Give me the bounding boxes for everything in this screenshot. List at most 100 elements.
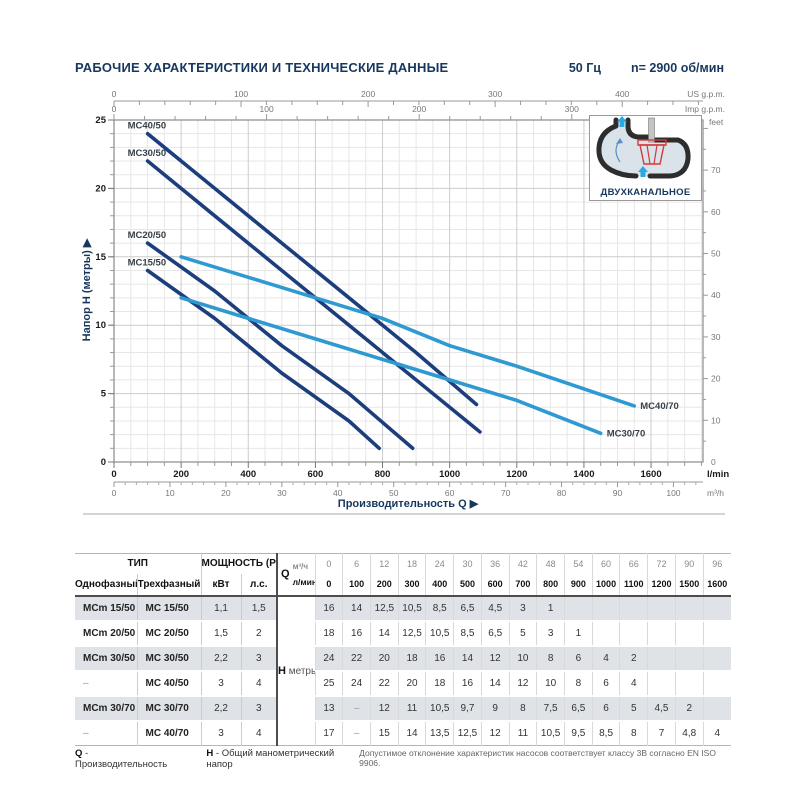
technical-data-table: ТИП МОЩНОСТЬ (P2) Q м³/ч л/мин 0 6 12 18 24 3…	[75, 553, 731, 746]
head-value: 6	[591, 694, 620, 721]
q-lmin-value: 800	[536, 573, 565, 597]
head-value	[647, 644, 676, 671]
q-m3h-value: 24	[425, 553, 454, 574]
axis-tick-label: 200	[412, 104, 426, 114]
q-lmin-value: 1100	[619, 573, 648, 597]
axis-tick-label: 5	[101, 389, 107, 400]
head-value	[702, 619, 731, 646]
head-value: 2	[674, 694, 704, 721]
head-value: 14	[453, 644, 482, 671]
head-value	[674, 594, 704, 621]
head-value: 8	[563, 669, 593, 696]
head-value	[647, 619, 676, 646]
power-kw: 2,2	[201, 644, 242, 671]
single-phase-header: Однофазный	[75, 573, 138, 597]
head-value	[647, 669, 676, 696]
hp-header: л.с.	[241, 573, 279, 597]
head-value: 9,5	[563, 719, 593, 746]
chart-canvas: 0 100 200 300 400 US g.p.m.0 100 200 300 Imp g.p.…	[81, 89, 729, 515]
head-value: 10,5	[397, 594, 426, 621]
pump-model-mono: MCm 20/50	[75, 619, 138, 646]
head-value: 16	[314, 594, 343, 621]
axis-tick-label: 20	[95, 183, 106, 194]
curve-MC20/50	[145, 241, 415, 451]
axis-tick-label: 25	[95, 115, 106, 126]
m3h-unit: m³/h	[707, 488, 724, 498]
head-value: 8,5	[425, 594, 454, 621]
axis-tick-label: 10	[165, 488, 175, 498]
head-value: 5	[619, 694, 648, 721]
head-value: 8,5	[591, 719, 620, 746]
head-value: 13,5	[425, 719, 454, 746]
head-value: 16	[453, 669, 482, 696]
axis-tick-label: 200	[361, 89, 375, 99]
q-unit-lmin: л/мин	[292, 576, 316, 587]
us-gpm-unit: US g.p.m.	[687, 89, 725, 99]
head-value: 20	[397, 669, 426, 696]
legend-h: H - Общий манометрический напор	[206, 748, 335, 770]
axis-tick-label: 400	[240, 469, 256, 480]
axis-tick-label: 40	[711, 290, 721, 300]
head-value: 3	[536, 619, 565, 646]
head-value: 4	[619, 669, 648, 696]
head-value: 22	[369, 669, 399, 696]
head-value: 10	[508, 644, 537, 671]
q-unit-m3h: м³/ч	[292, 561, 309, 571]
head-value: 8,5	[453, 619, 482, 646]
q-lmin-value: 900	[563, 573, 593, 597]
head-value: 18	[425, 669, 454, 696]
head-value	[702, 694, 731, 721]
head-value: 13	[314, 694, 343, 721]
head-value: 17	[314, 719, 343, 746]
curve-label-MC15/50: MC15/50	[128, 257, 167, 268]
axis-tick-label: 70	[711, 165, 721, 175]
power-hp: 4	[241, 719, 279, 746]
q-m3h-value: 72	[647, 553, 676, 574]
q-m3h-value: 42	[508, 553, 537, 574]
axis-tick-label: 10	[711, 415, 721, 425]
axis-tick-label: 20	[711, 374, 721, 384]
axis-tick-label: 1200	[506, 469, 527, 480]
head-value: 10,5	[425, 619, 454, 646]
q-lmin-value: 100	[342, 573, 371, 597]
axis-tick-label: 800	[375, 469, 391, 480]
power-kw: 3	[201, 669, 242, 696]
head-value: 6,5	[563, 694, 593, 721]
curve-MC40/50	[145, 131, 479, 407]
head-value: 12,5	[453, 719, 482, 746]
axis-tick-label: 0	[101, 457, 106, 468]
head-value	[702, 669, 731, 696]
speed-label: n= 2900 об/мин	[631, 61, 724, 75]
h-units-cell: H метры	[277, 594, 316, 746]
head-value: 14	[342, 594, 371, 621]
power-hp: 3	[241, 644, 279, 671]
head-value	[647, 594, 676, 621]
head-value: 4,8	[674, 719, 704, 746]
head-value: 9,7	[453, 694, 482, 721]
power-kw: 1,5	[201, 619, 242, 646]
power-kw: 1,1	[201, 594, 242, 621]
head-value: 24	[314, 644, 343, 671]
axis-tick-label: 100	[234, 89, 248, 99]
table-row: MCm 30/70 MC 30/70 2,2 3 13–12 11 10,5 9,7 9 8 7,5…	[75, 694, 731, 721]
title-bar: РАБОЧИЕ ХАРАКТЕРИСТИКИ И ТЕХНИЧЕСКИЕ ДАН…	[75, 60, 724, 75]
head-value: 14	[369, 619, 399, 646]
head-value	[619, 594, 648, 621]
axis-tick-label: 0	[112, 104, 117, 114]
head-value: 8	[536, 644, 565, 671]
axis-tick-label: 20	[221, 488, 231, 498]
pump-model-tri: MC 30/50	[137, 644, 202, 671]
head-value	[674, 644, 704, 671]
impeller-type-label: ДВУХКАНАЛЬНОЕ	[600, 187, 691, 198]
head-value: 12,5	[369, 594, 399, 621]
axis-tick-label: 1400	[573, 469, 594, 480]
head-value: 18	[314, 619, 343, 646]
q-symbol: Q	[281, 568, 290, 581]
head-value: 24	[342, 669, 371, 696]
table-header-sub: Однофазный Трехфазный кВт л.с. 0 100 200 30…	[75, 573, 731, 597]
head-value: 8	[508, 694, 537, 721]
head-value	[702, 644, 731, 671]
head-value	[619, 619, 648, 646]
power-hp: 3	[241, 694, 279, 721]
